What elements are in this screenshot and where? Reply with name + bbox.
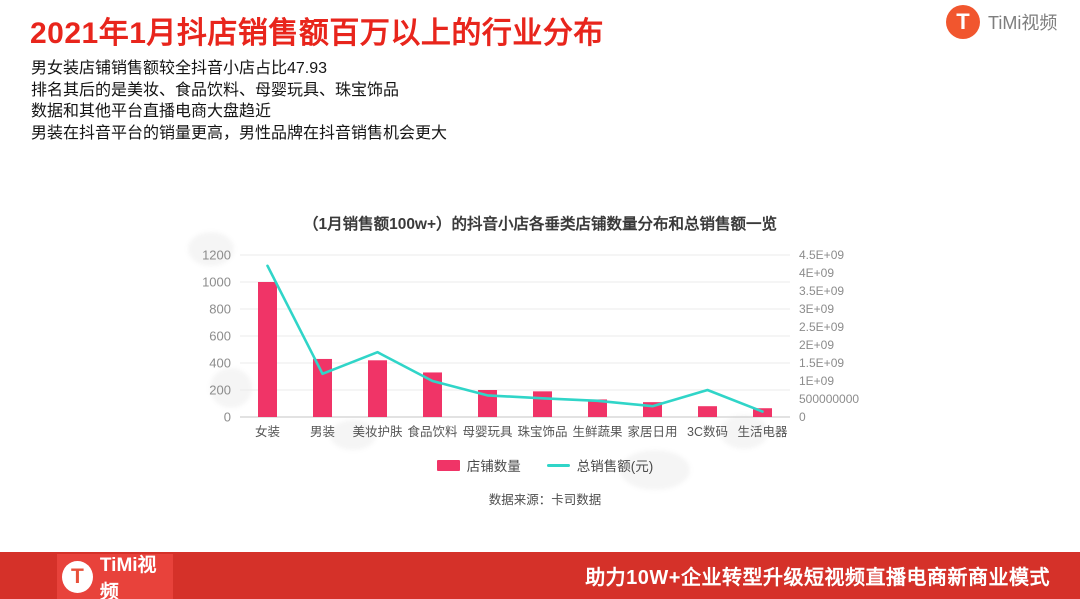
svg-text:女装: 女装 [255, 424, 280, 439]
summary-line-2: 排名其后的是美妆、食品饮料、母婴玩具、珠宝饰品 [31, 81, 400, 99]
svg-text:1E+09: 1E+09 [799, 374, 834, 388]
svg-text:800: 800 [209, 302, 231, 317]
svg-text:0: 0 [224, 410, 231, 425]
svg-text:4.5E+09: 4.5E+09 [799, 248, 844, 262]
summary-line-4: 男装在抖音平台的销量更高，男性品牌在抖音销售机会更大 [31, 124, 448, 142]
legend-label-sales: 总销售额(元) [576, 459, 654, 474]
svg-text:200: 200 [209, 383, 231, 398]
watermark-blob [720, 415, 768, 449]
svg-text:1.5E+09: 1.5E+09 [799, 356, 844, 370]
legend-label-shops: 店铺数量 [466, 459, 521, 474]
summary-line-1: 男女装店铺销售额较全抖音小店占比47.93 [31, 60, 328, 77]
line-swatch-icon [546, 463, 570, 467]
brand-logo-top: T TiMi视频 [946, 5, 1057, 39]
svg-text:3.5E+09: 3.5E+09 [799, 284, 844, 298]
svg-text:生活电器: 生活电器 [737, 425, 788, 439]
svg-text:500000000: 500000000 [799, 392, 859, 406]
timi-logo-icon: T [62, 560, 93, 593]
summary-line-3: 数据和其他平台直播电商大盘趋近 [31, 103, 272, 120]
timi-logo-icon: T [946, 5, 980, 39]
page-title: 2021年1月抖店销售额百万以上的行业分布 [30, 17, 604, 50]
chart-title: （1月销售额100w+）的抖音小店各垂类店铺数量分布和总销售额一览 [302, 216, 778, 233]
svg-text:400: 400 [209, 356, 231, 371]
footer-tagline: 助力10W+企业转型升级短视频直播电商新商业模式 [585, 567, 1050, 589]
svg-text:3E+09: 3E+09 [799, 302, 834, 316]
chart-legend: 店铺数量 总销售额(元) [240, 455, 850, 475]
svg-text:家居日用: 家居日用 [627, 424, 677, 439]
data-source: 数据来源：卡司数据 [488, 493, 602, 507]
watermark-blob [620, 450, 690, 490]
footer-brand-name: TiMi视频 [99, 554, 157, 599]
svg-text:3C数码: 3C数码 [687, 424, 728, 439]
svg-text:4E+09: 4E+09 [799, 266, 834, 280]
bar-line-chart: 1200 1000 800 600 400 200 0 4.5E+09 4E+09 3.5E+09… [202, 248, 859, 440]
svg-text:2E+09: 2E+09 [799, 338, 834, 352]
svg-text:600: 600 [209, 329, 231, 344]
svg-text:母婴玩具: 母婴玩具 [462, 425, 513, 439]
summary-text: 男女装店铺销售额较全抖音小店占比47.93 排名其后的是美妆、食品饮料、母婴玩具… [31, 59, 447, 145]
legend-item-sales: 总销售额(元) [546, 455, 654, 475]
svg-text:2.5E+09: 2.5E+09 [799, 320, 844, 334]
legend-item-shops: 店铺数量 [436, 455, 521, 475]
svg-text:美妆护肤: 美妆护肤 [352, 424, 403, 439]
watermark-blob [330, 420, 376, 450]
svg-text:食品饮料: 食品饮料 [407, 424, 458, 439]
svg-text:1000: 1000 [202, 275, 231, 290]
brand-name: TiMi视频 [988, 13, 1058, 33]
svg-text:珠宝饰品: 珠宝饰品 [517, 425, 567, 439]
svg-text:男装: 男装 [310, 425, 335, 439]
svg-text:0: 0 [799, 410, 806, 424]
bar-swatch-icon [436, 459, 460, 471]
footer-bar: T TiMi视频 助力10W+企业转型升级短视频直播电商新商业模式 [0, 552, 1080, 599]
svg-text:1200: 1200 [202, 248, 231, 263]
watermark-blob [210, 368, 252, 408]
svg-text:生鲜蔬果: 生鲜蔬果 [572, 425, 623, 439]
footer-brand-logo: T TiMi视频 [57, 554, 173, 599]
watermark-blob [188, 232, 234, 266]
